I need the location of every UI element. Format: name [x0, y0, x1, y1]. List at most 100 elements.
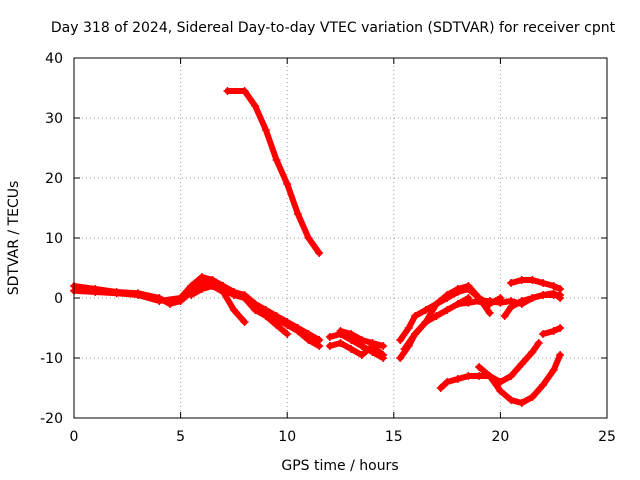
- data-point-marker: [187, 291, 196, 299]
- data-point-marker: [517, 297, 526, 305]
- x-tick-label: 20: [491, 429, 509, 445]
- data-point-marker: [507, 396, 516, 404]
- y-tick-label: -20: [40, 411, 63, 427]
- data-point-marker: [496, 298, 505, 307]
- data-point-marker: [229, 288, 238, 296]
- data-point-marker: [432, 300, 441, 308]
- data-point-marker: [336, 339, 345, 347]
- data-point-marker: [507, 303, 516, 311]
- data-point-marker: [411, 330, 420, 338]
- data-point-marker: [432, 312, 441, 320]
- data-point-marker: [155, 297, 164, 305]
- data-point-marker: [325, 342, 334, 350]
- data-point-marker: [283, 330, 292, 338]
- data-series: [70, 87, 565, 407]
- data-point-marker: [549, 327, 558, 335]
- data-point-marker: [251, 306, 260, 314]
- data-point-marker: [336, 327, 345, 335]
- data-point-marker: [539, 330, 548, 338]
- data-point-marker: [223, 87, 232, 95]
- data-point-marker: [475, 363, 484, 371]
- series-track-16: [475, 351, 565, 407]
- series-track-14: [507, 276, 565, 293]
- data-point-marker: [404, 324, 413, 332]
- data-point-marker: [251, 102, 260, 110]
- data-point-marker: [219, 288, 228, 296]
- data-point-marker: [197, 285, 206, 293]
- data-point-marker: [528, 294, 537, 302]
- data-point-marker: [549, 366, 558, 374]
- data-point-marker: [283, 180, 292, 188]
- data-point-marker: [421, 306, 430, 314]
- series-line: [188, 283, 248, 325]
- data-point-marker: [485, 309, 494, 317]
- series-line: [230, 289, 291, 337]
- data-point-marker: [240, 294, 249, 302]
- data-point-marker: [507, 279, 516, 287]
- chart-title: Day 318 of 2024, Sidereal Day-to-day VTE…: [51, 20, 616, 36]
- y-tick-label: 10: [45, 231, 63, 247]
- y-tick-label: 40: [45, 51, 63, 67]
- data-point-marker: [496, 387, 505, 395]
- data-point-marker: [176, 294, 185, 302]
- y-tick-label: 30: [45, 111, 63, 127]
- data-point-marker: [240, 318, 249, 326]
- data-point-marker: [357, 336, 366, 344]
- data-point-marker: [528, 393, 537, 401]
- data-point-marker: [443, 306, 452, 314]
- data-point-marker: [187, 282, 196, 290]
- x-tick-label: 0: [70, 429, 79, 445]
- data-point-marker: [556, 324, 565, 332]
- data-point-marker: [500, 312, 509, 320]
- data-point-marker: [293, 210, 302, 218]
- data-point-marker: [357, 351, 366, 359]
- y-axis-label: SDTVAR / TECUs: [6, 181, 22, 296]
- data-point-marker: [112, 289, 121, 298]
- data-point-marker: [304, 234, 313, 242]
- y-tick-label: 20: [45, 171, 63, 187]
- data-point-marker: [261, 126, 270, 134]
- data-point-marker: [368, 339, 377, 347]
- x-axis-label: GPS time / hours: [281, 458, 398, 474]
- data-point-marker: [475, 372, 484, 380]
- series-track-3: [187, 282, 249, 326]
- data-point-marker: [539, 381, 548, 389]
- data-point-marker: [556, 285, 565, 293]
- data-point-marker: [464, 285, 473, 293]
- data-point-marker: [347, 345, 356, 353]
- x-tick-label: 5: [176, 429, 185, 445]
- data-point-marker: [396, 336, 405, 344]
- data-point-marker: [421, 318, 430, 326]
- data-point-marker: [325, 333, 334, 341]
- data-point-marker: [534, 339, 543, 347]
- data-point-marker: [528, 348, 537, 356]
- data-point-marker: [556, 351, 565, 359]
- series-track-5: [223, 87, 324, 257]
- data-point-marker: [528, 276, 537, 284]
- series-track-8: [336, 327, 388, 350]
- data-point-marker: [539, 279, 548, 287]
- data-point-marker: [549, 282, 558, 290]
- data-point-marker: [453, 300, 462, 308]
- data-point-marker: [400, 345, 409, 353]
- data-point-marker: [411, 312, 420, 320]
- x-tick-label: 25: [598, 429, 616, 445]
- y-tick-label: -10: [40, 351, 63, 367]
- data-point-marker: [517, 399, 526, 407]
- data-point-marker: [496, 378, 505, 386]
- series-track-17: [539, 324, 565, 338]
- series-line: [508, 277, 564, 292]
- data-point-marker: [197, 273, 206, 281]
- data-point-marker: [272, 156, 281, 164]
- data-point-marker: [517, 360, 526, 368]
- data-point-marker: [261, 312, 270, 320]
- series-line: [397, 286, 493, 343]
- data-point-marker: [272, 321, 281, 329]
- data-point-marker: [436, 384, 445, 392]
- data-point-marker: [507, 372, 516, 380]
- data-point-marker: [464, 298, 473, 307]
- data-point-marker: [443, 294, 452, 302]
- data-point-marker: [347, 330, 356, 338]
- data-point-marker: [379, 342, 388, 350]
